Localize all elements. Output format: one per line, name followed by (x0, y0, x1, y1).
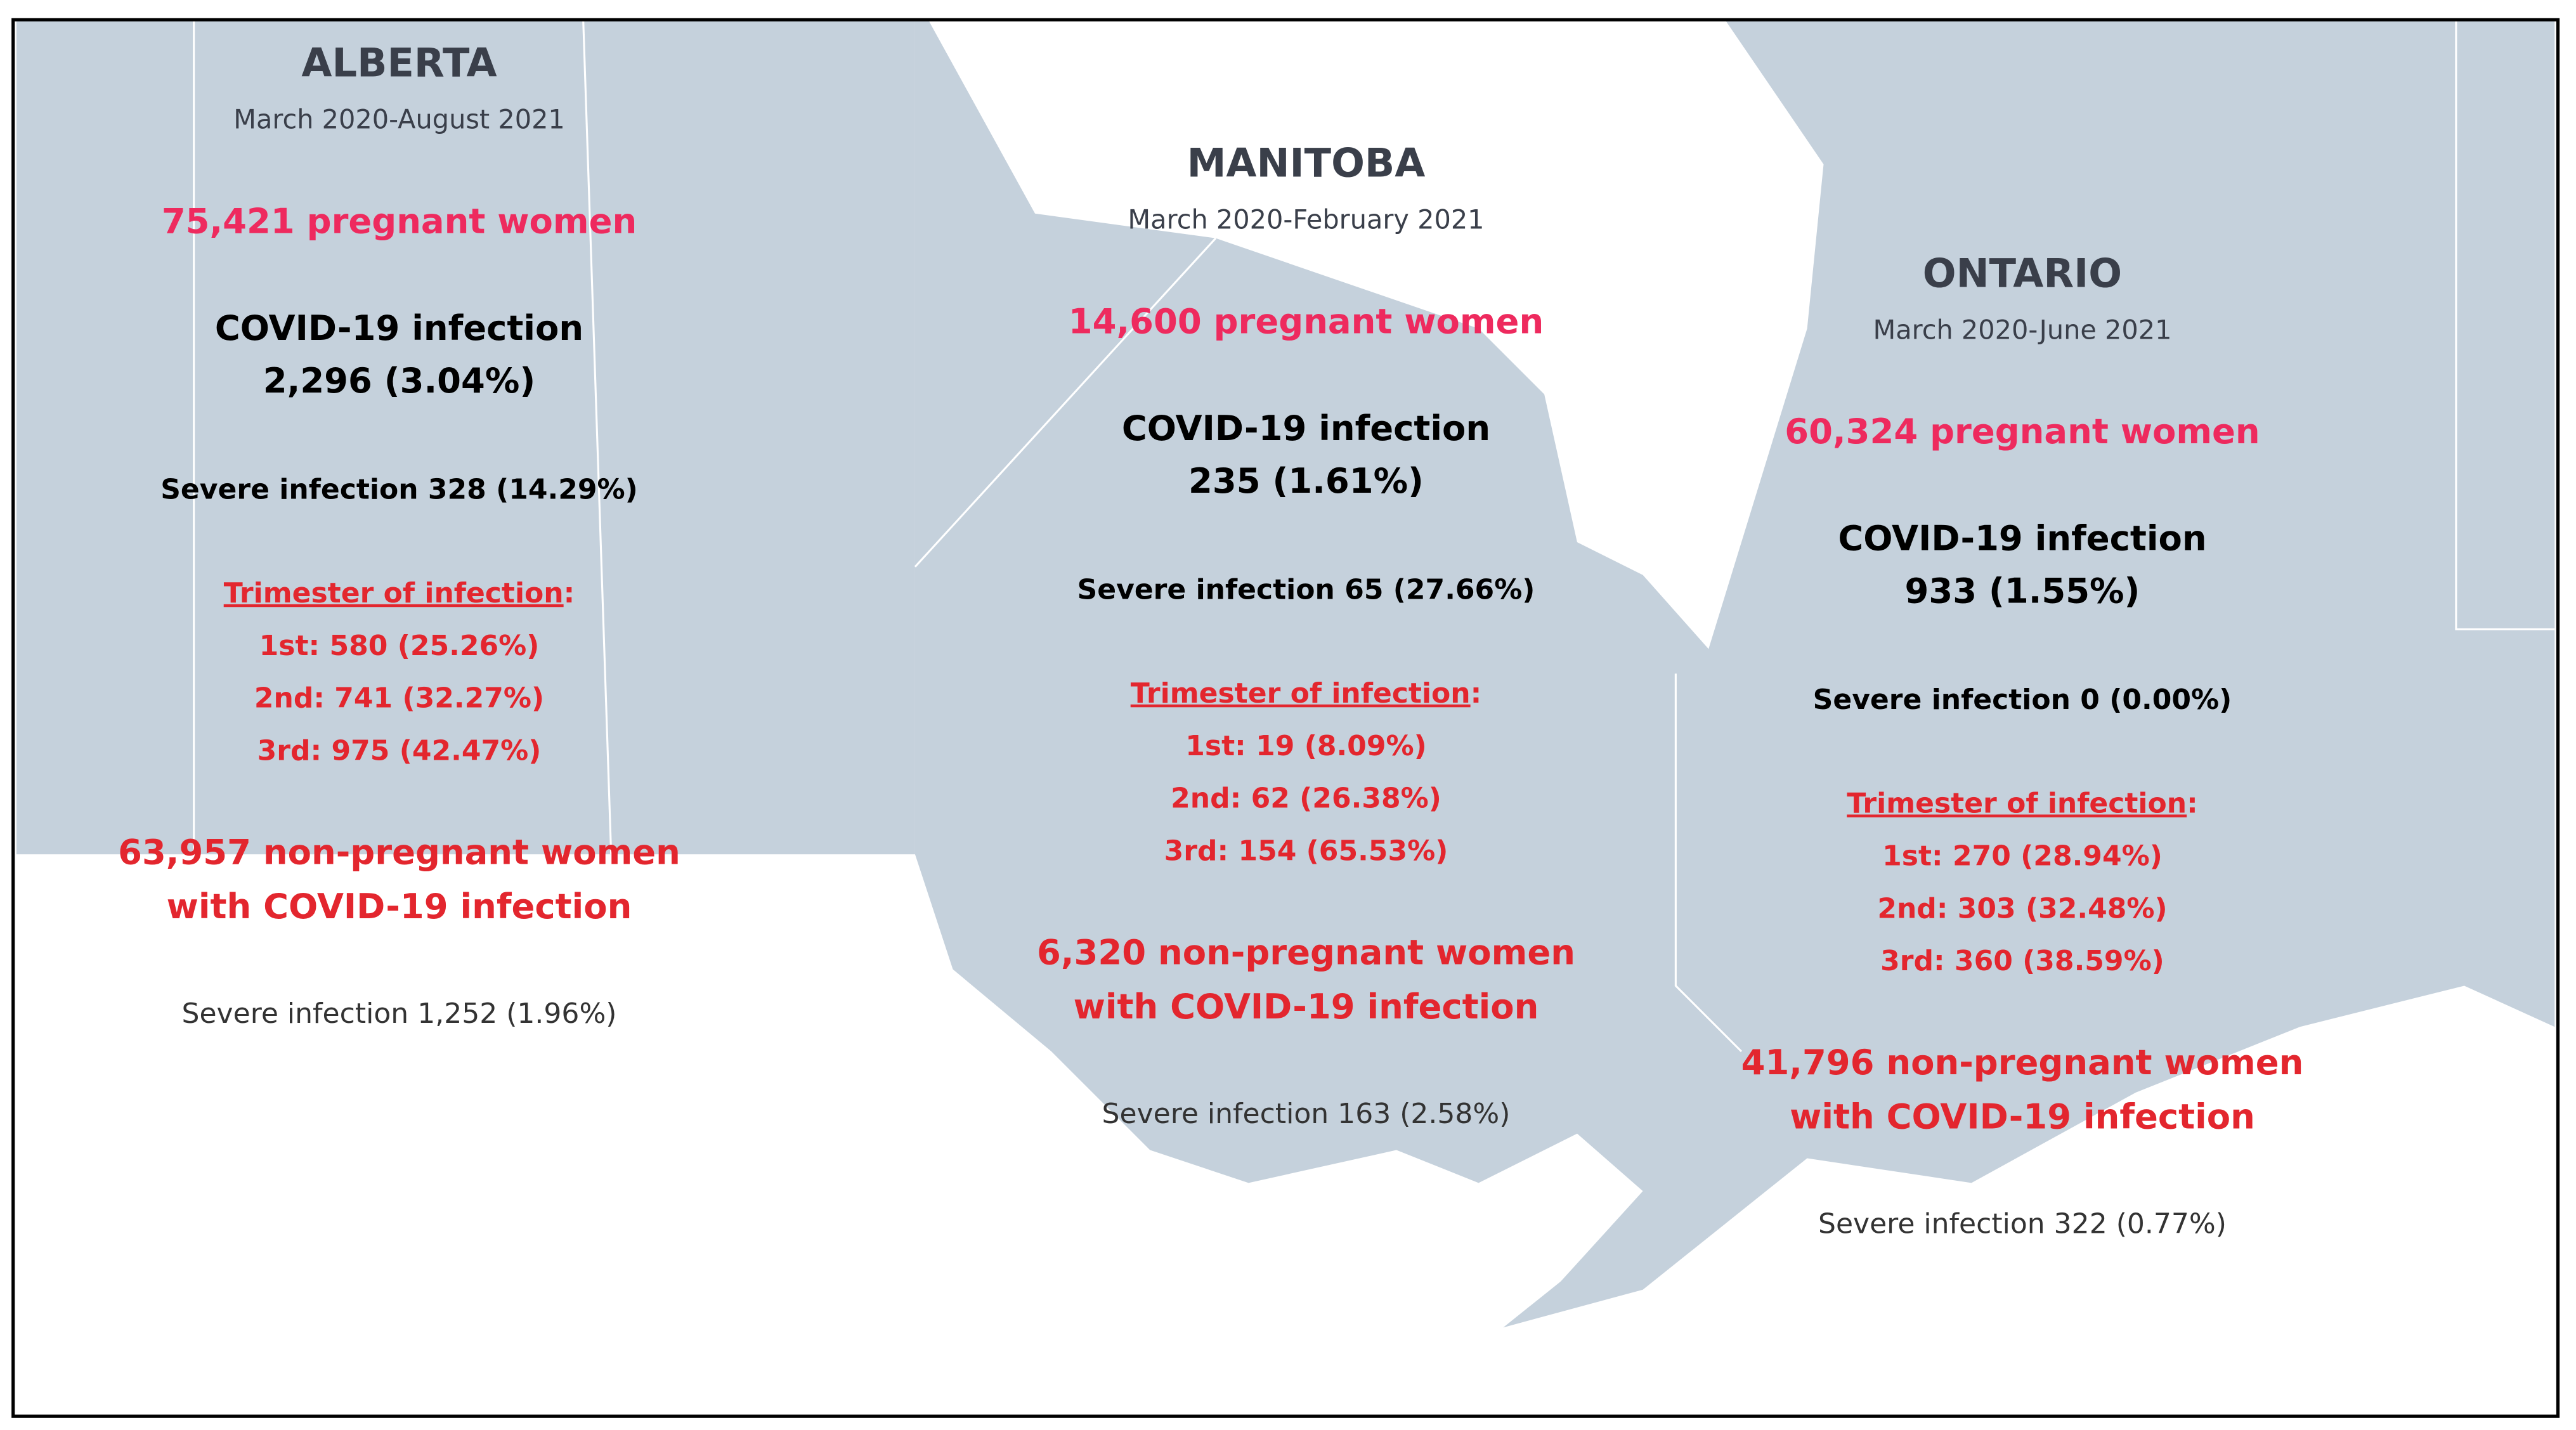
trimester-heading: Trimester of infection: (1131, 677, 1482, 710)
trimester-heading-colon: : (564, 577, 575, 609)
severe-infection: Severe infection 0 (0.00%) (1813, 684, 2232, 716)
trimester-heading: Trimester of infection: (224, 577, 575, 609)
borders (193, 20, 2555, 1053)
nonpregnant-severe: Severe infection 163 (2.58%) (1102, 1098, 1511, 1130)
covid-value: 235 (1.61%) (1188, 461, 1424, 501)
period: March 2020-February 2021 (1128, 205, 1484, 235)
nonpregnant-line: with COVID-19 infection (1074, 987, 1539, 1027)
nonpregnant-line: 63,957 non-pregnant women (118, 832, 680, 872)
province-name: MANITOBA (1187, 140, 1426, 186)
trimester: 3rd: 975 (42.47%) (257, 735, 542, 767)
covid-value: 2,296 (3.04%) (263, 361, 535, 401)
columns: ALBERTA March 2020-August 2021 75,421 preg… (118, 40, 2303, 1240)
trimester: 1st: 270 (28.94%) (1882, 840, 2163, 872)
nonpregnant-line: with COVID-19 infection (167, 887, 632, 926)
trimester: 2nd: 62 (26.38%) (1171, 783, 1441, 815)
province-name: ONTARIO (1923, 250, 2122, 296)
alberta-region (16, 20, 915, 855)
trimester: 3rd: 154 (65.53%) (1164, 835, 1448, 868)
trimester: 1st: 19 (8.09%) (1185, 730, 1426, 762)
covid-label: COVID-19 infection (215, 308, 583, 348)
manitoba-ontario-region (914, 20, 2555, 1328)
severe-infection: Severe infection 328 (14.29%) (160, 474, 638, 506)
severe-infection: Severe infection 65 (27.66%) (1077, 574, 1535, 606)
trimester-heading-text: Trimester of infection (1847, 787, 2187, 819)
pregnant-count: 60,324 pregnant women (1785, 412, 2260, 452)
covid-value: 933 (1.55%) (1905, 571, 2140, 611)
trimester-heading-text: Trimester of infection (1131, 677, 1471, 710)
nonpregnant-line: 41,796 non-pregnant women (1741, 1043, 2304, 1082)
period: March 2020-August 2021 (233, 105, 565, 135)
pregnant-count: 75,421 pregnant women (162, 201, 637, 241)
province-name: ALBERTA (301, 40, 497, 86)
trimester: 2nd: 741 (32.27%) (254, 682, 544, 715)
covid-label: COVID-19 infection (1838, 518, 2206, 558)
trimester: 3rd: 360 (38.59%) (1880, 945, 2164, 977)
frame (11, 18, 2560, 1418)
trimester: 2nd: 303 (32.48%) (1877, 892, 2167, 925)
nonpregnant-severe: Severe infection 1,252 (1.96%) (182, 998, 617, 1030)
trimester-heading: Trimester of infection: (1847, 787, 2198, 819)
covid-label: COVID-19 infection (1122, 408, 1490, 448)
trimester-heading-colon: : (1471, 677, 1482, 710)
pregnant-count: 14,600 pregnant women (1069, 302, 1544, 342)
nonpregnant-line: 6,320 non-pregnant women (1037, 932, 1575, 972)
trimester: 1st: 580 (25.26%) (259, 630, 540, 662)
trimester-heading-text: Trimester of infection (224, 577, 564, 609)
nonpregnant-severe: Severe infection 322 (0.77%) (1818, 1208, 2227, 1240)
nonpregnant-line: with COVID-19 infection (1790, 1096, 2255, 1136)
period: March 2020-June 2021 (1873, 315, 2171, 345)
trimester-heading-colon: : (2187, 787, 2198, 819)
